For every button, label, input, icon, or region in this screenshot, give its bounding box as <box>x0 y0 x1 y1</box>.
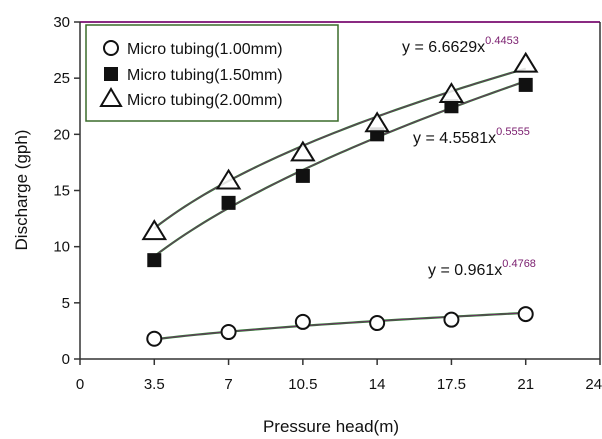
legend-label: Micro tubing(1.00mm) <box>127 41 283 58</box>
data-point-triangle <box>215 168 242 190</box>
y-tick-label: 30 <box>53 14 70 31</box>
x-axis-title: Pressure head(m) <box>263 417 399 436</box>
y-tick-label: 15 <box>53 183 70 200</box>
legend-circle-marker <box>103 40 119 56</box>
fit-curve-overlay-3 <box>153 68 526 229</box>
equation-base: y = 6.6629x <box>402 39 485 56</box>
y-tick-label: 5 <box>62 295 70 312</box>
x-tick-label: 3.5 <box>144 376 165 393</box>
fit-curve-1 <box>154 311 526 341</box>
legend-label: Micro tubing(1.50mm) <box>127 67 283 84</box>
data-point-circle <box>220 324 237 341</box>
x-tick-label: 0 <box>76 376 84 393</box>
data-point-square <box>518 77 533 92</box>
equation-exponent: 0.5555 <box>496 126 530 138</box>
equation-base: y = 4.5581x <box>413 130 496 147</box>
legend-entry-3: Micro tubing(2.00mm) <box>99 87 283 109</box>
equation-exponent: 0.4768 <box>502 258 536 270</box>
data-point-triangle <box>512 51 539 73</box>
y-tick-label: 25 <box>53 70 70 87</box>
y-axis-title: Discharge (gph) <box>12 130 31 251</box>
legend-entry-2: Micro tubing(1.50mm) <box>104 67 283 84</box>
legend-label: Micro tubing(2.00mm) <box>127 92 283 109</box>
data-point-circle <box>517 306 534 323</box>
data-point-triangle <box>141 219 168 241</box>
equation-base: y = 0.961x <box>428 262 502 279</box>
equation-exponent: 0.4453 <box>485 35 519 47</box>
equation-1mm: y = 0.961x0.4768 <box>428 258 536 279</box>
y-axis-ticks: 0 5 10 15 20 25 30 <box>53 14 80 368</box>
y-tick-label: 0 <box>62 351 70 368</box>
data-point-square <box>221 195 236 210</box>
legend-square-marker <box>104 67 118 81</box>
y-tick-label: 20 <box>53 126 70 143</box>
x-tick-label: 24.5 <box>585 376 602 393</box>
x-tick-label: 17.5 <box>437 376 466 393</box>
legend-triangle-marker <box>99 87 123 107</box>
x-tick-label: 14 <box>369 376 386 393</box>
data-point-triangle <box>290 140 316 162</box>
equation-2mm: y = 6.6629x0.4453 <box>402 35 519 56</box>
fit-curve-overlay-1 <box>154 312 526 340</box>
data-point-circle <box>443 311 460 328</box>
data-point-square <box>147 253 162 268</box>
legend: Micro tubing(1.00mm) Micro tubing(1.50mm… <box>85 24 339 122</box>
data-point-triangle <box>364 111 390 133</box>
y-tick-label: 10 <box>53 239 70 256</box>
data-point-square <box>295 168 310 183</box>
equation-1-5mm: y = 4.5581x0.5555 <box>413 126 530 147</box>
data-point-circle <box>146 330 163 347</box>
x-tick-label: 21 <box>517 376 534 393</box>
x-tick-label: 7 <box>224 376 232 393</box>
data-point-circle <box>369 315 386 332</box>
fit-curve-overlay-2 <box>153 80 526 257</box>
data-point-circle <box>294 313 311 330</box>
data-point-triangle <box>438 82 465 104</box>
legend-box <box>85 24 339 122</box>
data-markers <box>141 51 539 347</box>
x-tick-label: 10.5 <box>288 376 317 393</box>
fit-lines <box>153 67 527 341</box>
x-axis-ticks: 0 3.5 7 10.5 14 17.5 21 24.5 <box>76 359 602 393</box>
legend-entry-1: Micro tubing(1.00mm) <box>103 40 283 58</box>
